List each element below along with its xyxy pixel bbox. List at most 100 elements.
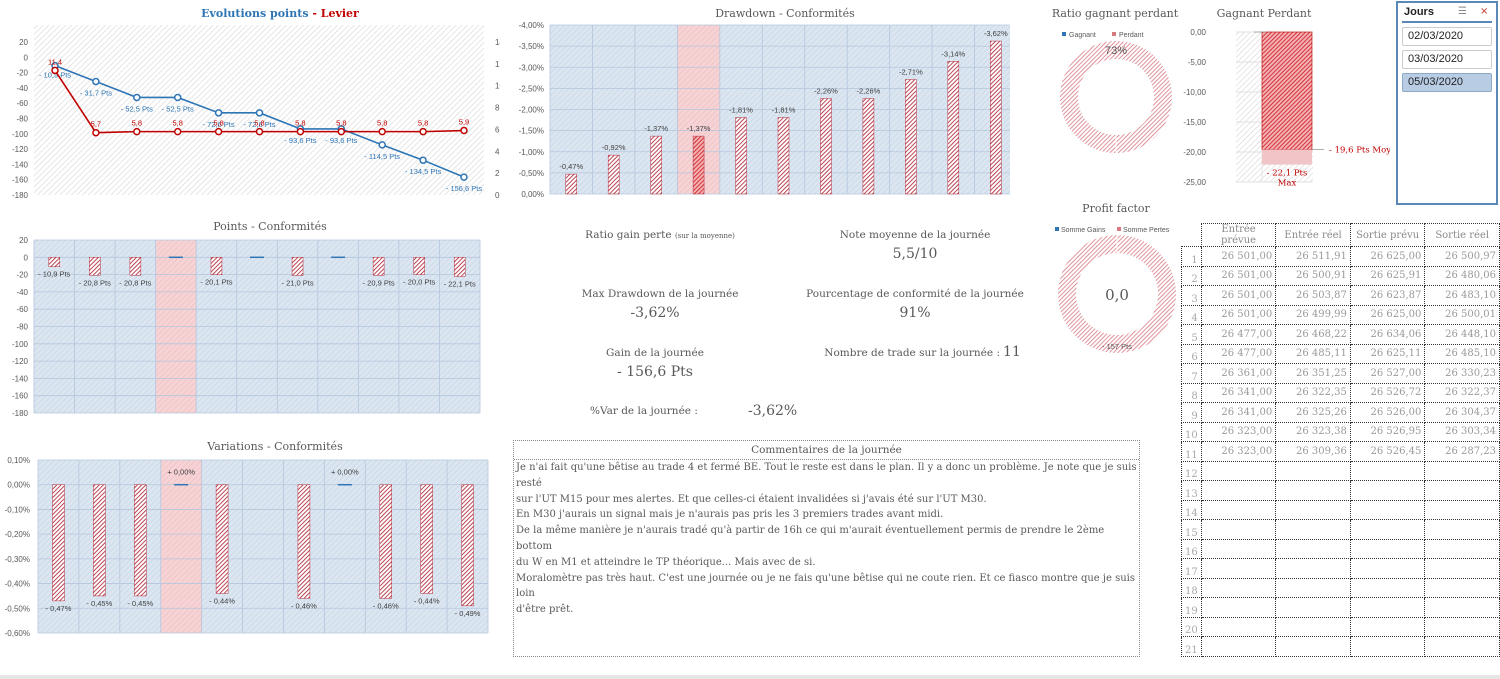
table-cell[interactable]: 26 625,00 — [1349, 246, 1426, 267]
data-point — [51, 66, 59, 75]
table-cell[interactable] — [1275, 519, 1351, 540]
table-cell[interactable] — [1200, 460, 1277, 481]
table-cell[interactable] — [1200, 616, 1277, 637]
table-cell[interactable]: 26 634,06 — [1349, 324, 1426, 345]
y-right-tick-label: 10 — [495, 82, 500, 91]
table-cell[interactable] — [1200, 636, 1277, 657]
table-cell[interactable]: 26 526,45 — [1349, 441, 1426, 462]
table-cell[interactable]: 26 500,91 — [1275, 265, 1351, 286]
table-cell[interactable] — [1424, 597, 1500, 618]
table-cell[interactable] — [1275, 577, 1351, 598]
data-label: -1,37% — [644, 124, 668, 133]
table-cell[interactable]: 26 625,91 — [1349, 265, 1426, 286]
table-cell[interactable]: 26 500,97 — [1424, 246, 1500, 267]
table-cell[interactable]: 26 325,26 — [1275, 402, 1351, 423]
multi-select-icon[interactable]: ☰ — [1458, 6, 1467, 17]
table-cell[interactable]: 26 501,00 — [1200, 265, 1277, 286]
table-cell[interactable]: 26 480,06 — [1424, 265, 1500, 286]
table-cell[interactable] — [1349, 577, 1426, 598]
table-cell[interactable] — [1275, 460, 1351, 481]
bar — [650, 135, 662, 195]
table-cell[interactable] — [1200, 597, 1277, 618]
table-cell[interactable]: 26 500,01 — [1424, 304, 1500, 325]
table-cell[interactable]: 26 526,00 — [1349, 402, 1426, 423]
table-cell[interactable]: 26 323,38 — [1275, 421, 1351, 442]
table-cell[interactable]: 26 322,37 — [1424, 382, 1500, 403]
table-cell[interactable]: 26 287,23 — [1424, 441, 1500, 462]
table-cell[interactable]: 26 361,00 — [1200, 363, 1277, 384]
table-cell[interactable] — [1200, 538, 1277, 559]
table-cell[interactable] — [1200, 480, 1277, 501]
table-cell[interactable]: 26 303,34 — [1424, 421, 1500, 442]
table-cell[interactable]: 26 477,00 — [1200, 324, 1277, 345]
table-cell[interactable]: 26 323,00 — [1200, 421, 1277, 442]
table-cell[interactable] — [1200, 499, 1277, 520]
table-cell[interactable] — [1275, 480, 1351, 501]
table-cell[interactable]: 26 448,10 — [1424, 324, 1500, 345]
comments-text[interactable]: Je n'ai fait qu'une bêtise au trade 4 et… — [516, 462, 1137, 616]
table-cell[interactable]: 26 625,00 — [1349, 304, 1426, 325]
table-cell[interactable]: 26 341,00 — [1200, 402, 1277, 423]
bar — [565, 173, 577, 195]
slicer-item-03-03-2020[interactable]: 03/03/2020 — [1402, 50, 1492, 69]
table-cell[interactable] — [1200, 558, 1277, 579]
bottom-scrollbar[interactable] — [0, 675, 1500, 679]
table-cell[interactable]: 26 322,35 — [1275, 382, 1351, 403]
clear-filter-icon[interactable]: ⨯ — [1480, 6, 1489, 17]
table-cell[interactable]: 26 323,00 — [1200, 441, 1277, 462]
table-cell[interactable]: 26 468,22 — [1275, 324, 1351, 345]
table-cell[interactable]: 26 623,87 — [1349, 285, 1426, 306]
table-cell[interactable]: 26 485,11 — [1275, 343, 1351, 364]
comments-box[interactable]: Commentaires de la journée Je n'ai fait … — [513, 440, 1140, 657]
slicer-item-02-03-2020[interactable]: 02/03/2020 — [1402, 27, 1492, 46]
table-cell[interactable]: 26 625,11 — [1349, 343, 1426, 364]
table-cell[interactable]: 26 503,87 — [1275, 285, 1351, 306]
table-cell[interactable] — [1424, 538, 1500, 559]
table-cell[interactable]: 26 501,00 — [1200, 304, 1277, 325]
table-cell[interactable] — [1424, 577, 1500, 598]
table-cell[interactable]: 26 483,10 — [1424, 285, 1500, 306]
table-cell[interactable] — [1424, 616, 1500, 637]
table-cell[interactable] — [1349, 558, 1426, 579]
data-label: - 0,44% — [209, 596, 235, 605]
table-cell[interactable]: 26 501,00 — [1200, 246, 1277, 267]
table-cell[interactable]: 26 499,99 — [1275, 304, 1351, 325]
data-label: -2,26% — [814, 87, 838, 96]
table-cell[interactable] — [1200, 577, 1277, 598]
table-cell[interactable] — [1349, 538, 1426, 559]
table-cell[interactable] — [1349, 616, 1426, 637]
table-cell[interactable]: 26 526,72 — [1349, 382, 1426, 403]
table-cell[interactable]: 26 341,00 — [1200, 382, 1277, 403]
table-cell[interactable] — [1424, 460, 1500, 481]
table-cell[interactable]: 26 330,23 — [1424, 363, 1500, 384]
table-cell[interactable] — [1349, 519, 1426, 540]
table-cell[interactable]: 26 351,25 — [1275, 363, 1351, 384]
table-cell[interactable] — [1349, 460, 1426, 481]
table-cell[interactable] — [1275, 538, 1351, 559]
data-label: -1,37% — [687, 124, 711, 133]
table-cell[interactable] — [1200, 519, 1277, 540]
table-cell[interactable] — [1275, 597, 1351, 618]
table-cell[interactable] — [1349, 480, 1426, 501]
table-cell[interactable]: 26 485,10 — [1424, 343, 1500, 364]
table-cell[interactable]: 26 304,37 — [1424, 402, 1500, 423]
table-cell[interactable] — [1424, 636, 1500, 657]
table-cell[interactable] — [1349, 636, 1426, 657]
table-cell[interactable] — [1349, 499, 1426, 520]
table-cell[interactable] — [1424, 480, 1500, 501]
table-cell[interactable] — [1275, 499, 1351, 520]
table-cell[interactable] — [1349, 597, 1426, 618]
table-cell[interactable]: 26 511,91 — [1275, 246, 1351, 267]
table-cell[interactable] — [1275, 636, 1351, 657]
table-cell[interactable]: 26 477,00 — [1200, 343, 1277, 364]
table-cell[interactable]: 26 309,36 — [1275, 441, 1351, 462]
table-cell[interactable] — [1424, 519, 1500, 540]
table-cell[interactable]: 26 527,00 — [1349, 363, 1426, 384]
slicer-item-05-03-2020[interactable]: 05/03/2020 — [1402, 73, 1492, 92]
table-cell[interactable] — [1275, 616, 1351, 637]
table-cell[interactable]: 26 526,95 — [1349, 421, 1426, 442]
table-cell[interactable] — [1424, 499, 1500, 520]
table-cell[interactable] — [1275, 558, 1351, 579]
table-cell[interactable]: 26 501,00 — [1200, 285, 1277, 306]
table-cell[interactable] — [1424, 558, 1500, 579]
